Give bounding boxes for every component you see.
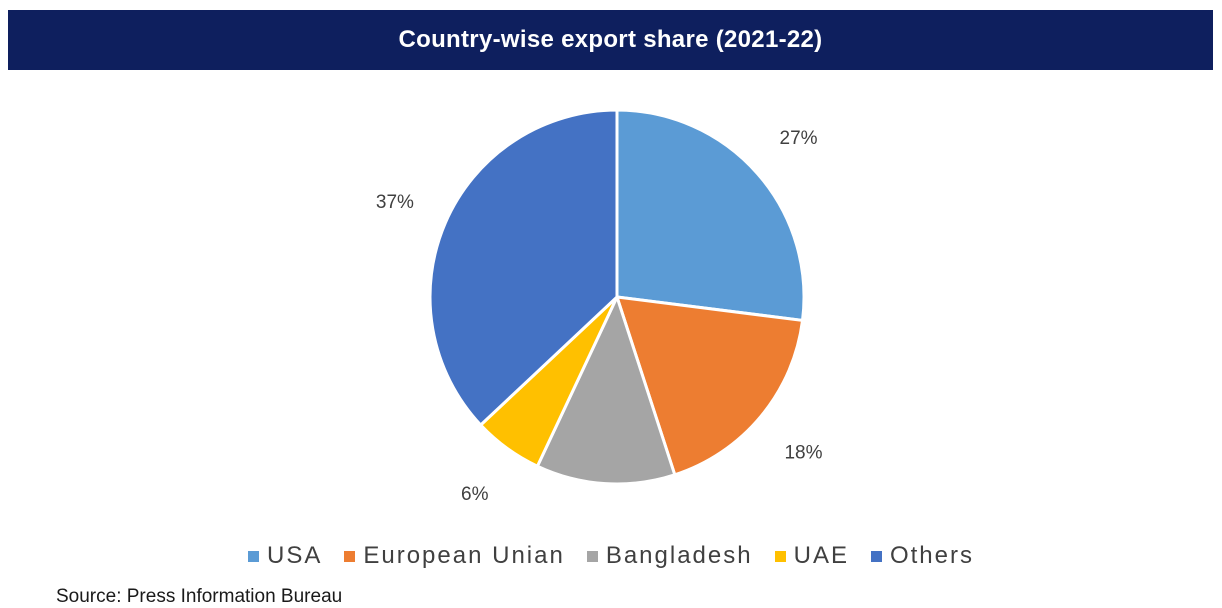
legend-item-others: Others [871,542,974,570]
legend-label-usa: USA [267,542,322,570]
legend-swatch-european-union [344,551,355,562]
source-note: Source: Press Information Bureau [56,586,342,608]
pie-chart: 27%18%12%6%37% [0,0,1222,530]
legend-label-others: Others [890,542,974,570]
data-label-european-union: 18% [784,442,822,463]
legend-item-usa: USA [248,542,322,570]
data-label-others: 37% [376,192,414,213]
legend-swatch-bangladesh [587,551,598,562]
legend-item-bangladesh: Bangladesh [587,542,753,570]
legend-swatch-usa [248,551,259,562]
legend-item-uae: UAE [775,542,849,570]
legend-item-european-union: European Unian [344,542,564,570]
legend-label-european-union: European Unian [363,542,564,570]
data-label-usa: 27% [780,128,818,149]
data-label-uae: 6% [461,484,489,505]
legend-label-bangladesh: Bangladesh [606,542,753,570]
pie-slice-usa [617,110,804,320]
legend-swatch-others [871,551,882,562]
legend-swatch-uae [775,551,786,562]
chart-legend: USA European Unian Bangladesh UAE Others [0,536,1222,576]
legend-label-uae: UAE [794,542,849,570]
